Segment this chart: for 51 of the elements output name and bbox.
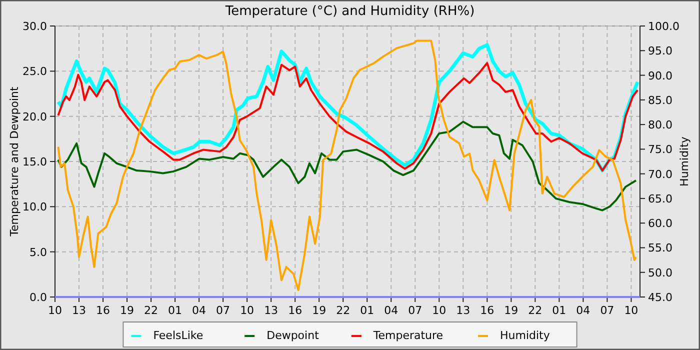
x-tick-label: 04 xyxy=(576,304,590,317)
y2-axis-title: Humidity xyxy=(678,136,691,186)
y2-tick-label: 90.0 xyxy=(648,69,672,82)
x-tick-label: 10 xyxy=(624,304,638,317)
x-tick-label: 22 xyxy=(336,304,350,317)
y-tick-label: 25.0 xyxy=(22,65,47,78)
x-tick-label: 07 xyxy=(216,304,230,317)
y2-tick-label: 65.0 xyxy=(648,192,672,206)
x-tick-label: 04 xyxy=(384,304,398,317)
y2-tick-label: 75.0 xyxy=(648,143,672,156)
y2-tick-label: 45.0 xyxy=(648,291,672,304)
legend-label: FeelsLike xyxy=(153,329,204,342)
y2-tick-label: 95.0 xyxy=(648,44,672,58)
x-tick-label: 19 xyxy=(312,304,326,317)
y-tick-label: 5.0 xyxy=(30,246,47,259)
x-tick-label: 10 xyxy=(240,304,254,317)
y2-tick-label: 85.0 xyxy=(648,94,672,107)
x-tick-label: 13 xyxy=(72,304,86,317)
x-tick-label: 16 xyxy=(480,304,494,317)
y2-tick-label: 70.0 xyxy=(648,168,672,181)
y-tick-label: 15.0 xyxy=(22,156,47,168)
x-tick-label: 13 xyxy=(456,304,470,317)
legend-label: Dewpoint xyxy=(266,329,320,342)
x-tick-label: 07 xyxy=(600,304,614,317)
x-tick-label: 16 xyxy=(96,304,110,317)
y-tick-label: 30.0 xyxy=(22,20,47,33)
x-tick-label: 07 xyxy=(408,304,422,317)
y-tick-label: 0.0 xyxy=(30,291,47,304)
y-axis-title: Temperature and Dewpoint xyxy=(8,86,21,238)
legend-label: Temperature xyxy=(372,329,444,342)
x-tick-label: 19 xyxy=(504,304,518,317)
x-tick-label: 19 xyxy=(120,304,134,317)
x-tick-label: 13 xyxy=(264,304,278,317)
x-tick-label: 01 xyxy=(360,304,374,317)
x-tick-label: 22 xyxy=(144,304,158,317)
x-tick-label: 01 xyxy=(552,304,566,317)
x-tick-label: 16 xyxy=(288,304,302,317)
x-tick-label: 04 xyxy=(192,304,206,317)
y2-tick-label: 55.0 xyxy=(648,242,672,255)
y2-tick-label: 50.0 xyxy=(648,266,672,280)
chart-title: Temperature (°C) and Humidity (RH%) xyxy=(224,4,475,19)
y-tick-label: 10.0 xyxy=(22,200,47,214)
y2-tick-label: 100.0 xyxy=(648,20,680,33)
x-tick-label: 10 xyxy=(48,304,62,317)
legend-label: Humidity xyxy=(500,329,550,342)
x-tick-label: 10 xyxy=(432,304,446,317)
y2-tick-label: 60.0 xyxy=(648,217,672,230)
y-tick-label: 20.0 xyxy=(22,110,47,124)
x-tick-label: 01 xyxy=(168,304,182,317)
x-tick-label: 22 xyxy=(528,304,542,317)
y2-tick-label: 80.0 xyxy=(648,118,672,132)
